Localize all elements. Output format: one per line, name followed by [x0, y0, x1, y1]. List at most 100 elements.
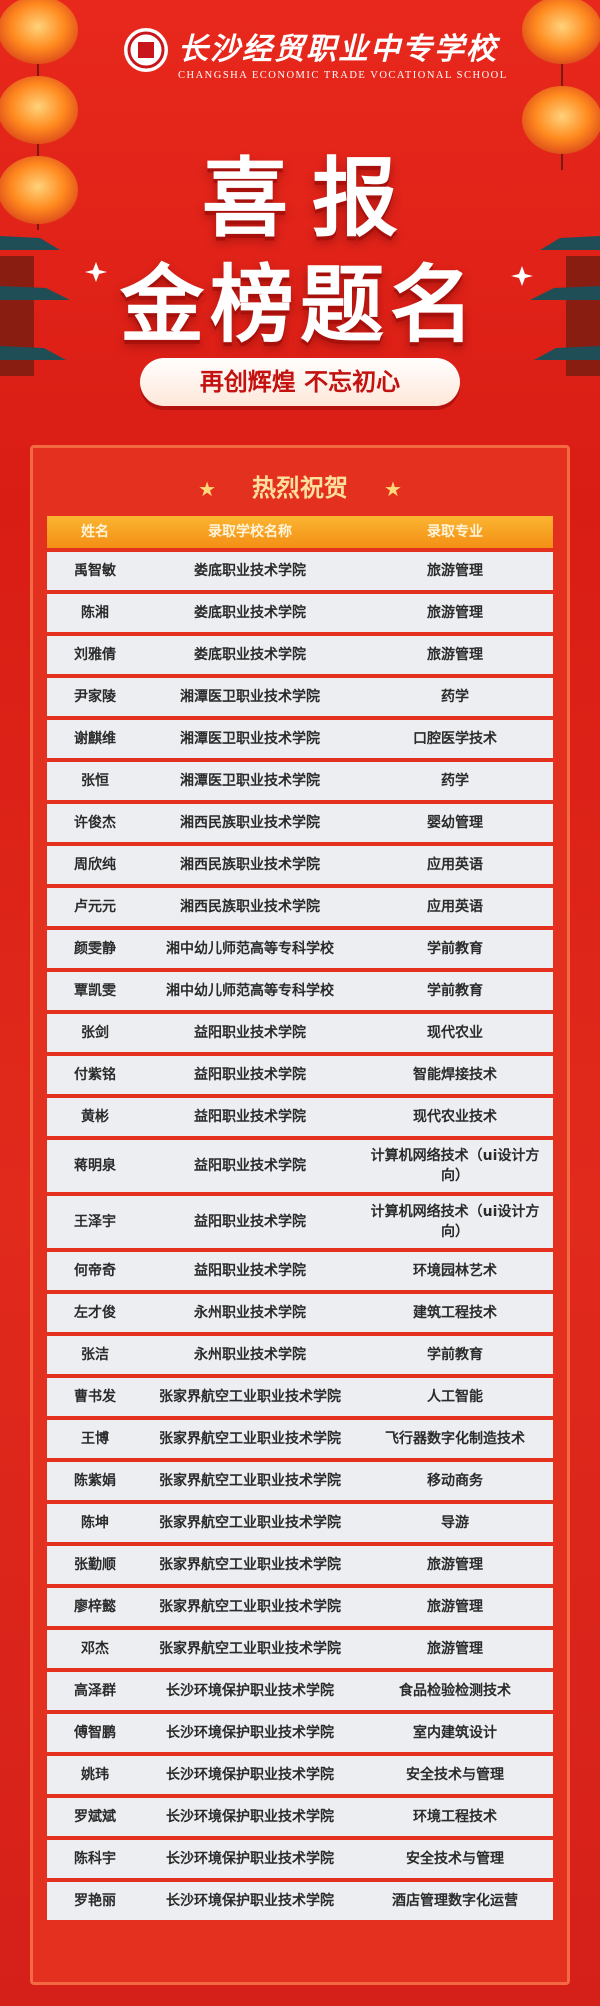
table-row: 曹书发 张家界航空工业职业技术学院 人工智能 — [47, 1378, 553, 1416]
school-cell: 永州职业技术学院 — [194, 1347, 306, 1363]
name-cell: 张洁 — [81, 1347, 109, 1363]
school-cell: 湘潭医卫职业技术学院 — [180, 731, 320, 747]
school-name: 长沙经贸职业中专学校 — [178, 32, 498, 67]
school-cell: 张家界航空工业职业技术学院 — [159, 1515, 341, 1531]
major-cell: 现代农业 — [427, 1025, 483, 1041]
major-cell: 安全技术与管理 — [406, 1767, 504, 1783]
school-cell: 益阳职业技术学院 — [194, 1067, 306, 1083]
list-panel: ★ 热烈祝贺 ★ 姓名 录取学校名称 录取专业 禹智敏 娄底职业技术学院 旅游管理 陈湘 娄底职业… — [30, 445, 570, 1985]
table-row: 何帝奇 益阳职业技术学院 环境园林艺术 — [47, 1252, 553, 1290]
table-row: 邓杰 张家界航空工业职业技术学院 旅游管理 — [47, 1630, 553, 1668]
table-row: 禹智敏 娄底职业技术学院 旅游管理 — [47, 552, 553, 590]
name-cell: 廖梓懿 — [74, 1599, 116, 1615]
major-cell: 人工智能 — [427, 1389, 483, 1405]
name-cell: 邓杰 — [81, 1641, 109, 1657]
major-cell: 学前教育 — [427, 1347, 483, 1363]
name-cell: 黄彬 — [81, 1109, 109, 1125]
school-cell: 张家界航空工业职业技术学院 — [159, 1389, 341, 1405]
major-cell: 婴幼管理 — [427, 815, 483, 831]
column-header: 录取专业 — [427, 524, 483, 540]
name-cell: 姚玮 — [81, 1767, 109, 1783]
table-row: 付紫铭 益阳职业技术学院 智能焊接技术 — [47, 1056, 553, 1094]
table-row: 罗斌斌 长沙环境保护职业技术学院 环境工程技术 — [47, 1798, 553, 1836]
table-row: 尹家陵 湘潭医卫职业技术学院 药学 — [47, 678, 553, 716]
name-cell: 左才俊 — [74, 1305, 116, 1321]
table-row: 王博 张家界航空工业职业技术学院 飞行器数字化制造技术 — [47, 1420, 553, 1458]
section-title: 热烈祝贺 — [252, 474, 348, 502]
name-cell: 张勤顺 — [74, 1557, 116, 1573]
table-row: 罗艳丽 长沙环境保护职业技术学院 酒店管理数字化运营 — [47, 1882, 553, 1920]
table-row: 陈科宇 长沙环境保护职业技术学院 安全技术与管理 — [47, 1840, 553, 1878]
school-cell: 长沙环境保护职业技术学院 — [166, 1725, 334, 1741]
name-cell: 周欣纯 — [74, 857, 116, 873]
school-cell: 长沙环境保护职业技术学院 — [166, 1893, 334, 1909]
table-row: 张恒 湘潭医卫职业技术学院 药学 — [47, 762, 553, 800]
major-cell: 旅游管理 — [427, 563, 483, 579]
school-cell: 益阳职业技术学院 — [194, 1214, 306, 1230]
name-cell: 蒋明泉 — [74, 1158, 116, 1174]
school-cell: 永州职业技术学院 — [194, 1305, 306, 1321]
table-row: 覃凯雯 湘中幼儿师范高等专科学校 学前教育 — [47, 972, 553, 1010]
name-cell: 王泽宇 — [74, 1214, 116, 1230]
school-cell: 娄底职业技术学院 — [194, 647, 306, 663]
school-cell: 湘潭医卫职业技术学院 — [180, 773, 320, 789]
school-cell: 益阳职业技术学院 — [194, 1109, 306, 1125]
column-header: 姓名 — [81, 524, 109, 540]
table-row: 陈坤 张家界航空工业职业技术学院 导游 — [47, 1504, 553, 1542]
major-cell: 旅游管理 — [427, 1599, 483, 1615]
major-cell: 药学 — [441, 689, 469, 705]
name-cell: 禹智敏 — [74, 563, 116, 579]
major-cell: 安全技术与管理 — [406, 1851, 504, 1867]
name-cell: 张恒 — [81, 773, 109, 789]
column-header: 录取学校名称 — [208, 524, 292, 540]
school-cell: 张家界航空工业职业技术学院 — [159, 1599, 341, 1615]
name-cell: 张剑 — [81, 1025, 109, 1041]
major-cell: 学前教育 — [427, 941, 483, 957]
title-line-1: 喜报 — [202, 149, 422, 249]
name-cell: 尹家陵 — [74, 689, 116, 705]
name-cell: 颜雯静 — [74, 941, 116, 957]
school-cell: 张家界航空工业职业技术学院 — [159, 1557, 341, 1573]
school-cell: 湘西民族职业技术学院 — [180, 857, 320, 873]
table-row: 卢元元 湘西民族职业技术学院 应用英语 — [47, 888, 553, 926]
name-cell: 陈湘 — [81, 605, 109, 621]
pavilions — [0, 236, 600, 376]
lanterns — [0, 0, 600, 230]
name-cell: 陈紫娟 — [74, 1473, 116, 1489]
school-cell: 长沙环境保护职业技术学院 — [166, 1851, 334, 1867]
school-cell: 长沙环境保护职业技术学院 — [166, 1809, 334, 1825]
name-cell: 付紫铭 — [74, 1067, 116, 1083]
school-cell: 益阳职业技术学院 — [194, 1158, 306, 1174]
table-row: 颜雯静 湘中幼儿师范高等专科学校 学前教育 — [47, 930, 553, 968]
table-row: 张洁 永州职业技术学院 学前教育 — [47, 1336, 553, 1374]
name-cell: 卢元元 — [74, 899, 116, 915]
table-row: 陈紫娟 张家界航空工业职业技术学院 移动商务 — [47, 1462, 553, 1500]
school-cell: 张家界航空工业职业技术学院 — [159, 1431, 341, 1447]
sparkles — [85, 262, 533, 286]
name-cell: 曹书发 — [74, 1389, 116, 1405]
school-cell: 湘中幼儿师范高等专科学校 — [166, 983, 334, 999]
major-cell: 室内建筑设计 — [413, 1725, 497, 1741]
major-cell: 环境园林艺术 — [413, 1263, 497, 1279]
major-cell: 应用英语 — [427, 857, 483, 873]
school-cell: 湘潭医卫职业技术学院 — [180, 689, 320, 705]
table-row: 高泽群 长沙环境保护职业技术学院 食品检验检测技术 — [47, 1672, 553, 1710]
major-cell: 药学 — [441, 773, 469, 789]
school-cell: 湘西民族职业技术学院 — [180, 815, 320, 831]
title-line-2: 金榜题名 — [119, 256, 480, 354]
table-header: 姓名 录取学校名称 录取专业 — [47, 516, 553, 548]
star: ★ — [384, 477, 402, 501]
school-cell: 娄底职业技术学院 — [194, 605, 306, 621]
star: ★ — [198, 477, 216, 501]
major-cell: 计算机网络技术（ui设计方向） — [370, 1148, 540, 1184]
major-cell: 酒店管理数字化运营 — [392, 1893, 518, 1909]
school-cell: 湘西民族职业技术学院 — [180, 899, 320, 915]
major-cell: 飞行器数字化制造技术 — [385, 1431, 525, 1447]
table-row: 黄彬 益阳职业技术学院 现代农业技术 — [47, 1098, 553, 1136]
major-cell: 导游 — [441, 1515, 469, 1531]
name-cell: 王博 — [81, 1431, 109, 1447]
table-row: 蒋明泉 益阳职业技术学院 计算机网络技术（ui设计方向） — [47, 1140, 553, 1192]
slogan: 再创辉煌 不忘初心 — [140, 358, 460, 406]
